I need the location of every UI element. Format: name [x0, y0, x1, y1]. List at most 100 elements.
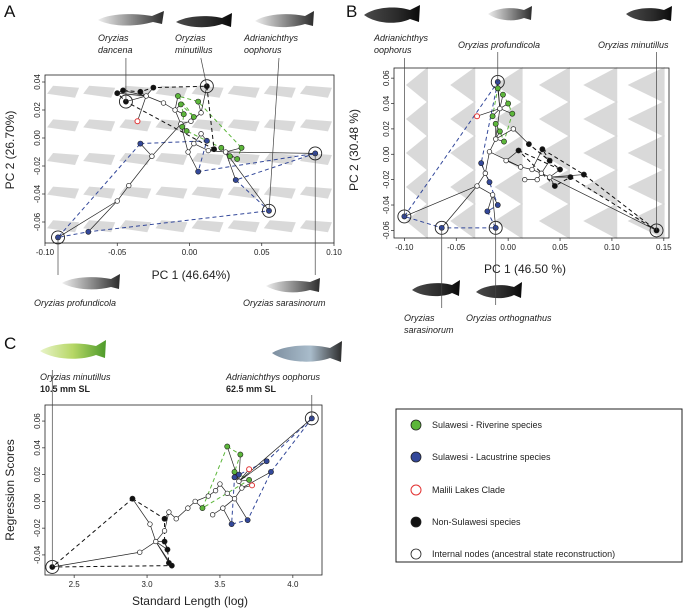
b-internal-node [503, 157, 509, 164]
c-branch [132, 498, 151, 525]
c-lacustrine-point [231, 474, 238, 481]
c-y-tick-label: -0.02 [33, 518, 42, 537]
a-warp-shape [299, 119, 332, 132]
b-riverine-point [509, 110, 516, 117]
a-warp-shape [119, 186, 152, 199]
b-warp-shape [627, 67, 665, 103]
panel-b-fish-photo-1 [364, 5, 420, 23]
c-riverine-point [224, 443, 231, 450]
a-label-leader [268, 57, 280, 211]
panel-b-top-label-1b: oophorus [374, 45, 412, 55]
c-internal-node [192, 498, 198, 505]
legend-box [395, 408, 683, 563]
a-warp-shape [83, 186, 116, 199]
b-warp-shape [583, 169, 618, 205]
b-warp-shape [583, 203, 618, 239]
panel-a-y-axis-title: PC 2 (26.70%) [3, 111, 17, 190]
a-non-point [150, 84, 157, 91]
c-y-tick-label: -0.04 [33, 545, 42, 564]
c-internal-node [224, 490, 230, 496]
b-warp-shape [538, 67, 570, 103]
panel-c-x-axis-title: Standard Length (log) [132, 594, 248, 608]
a-branch [187, 151, 199, 172]
c-y-tick-label: 0.00 [33, 493, 42, 509]
b-group-hull [518, 143, 657, 231]
a-x-tick-label: 0.05 [254, 248, 270, 257]
b-non-point [557, 166, 563, 173]
c-internal-node [236, 478, 242, 484]
b-non-point [539, 146, 546, 153]
a-group-hull [116, 85, 215, 151]
c-internal-node [231, 496, 238, 502]
a-branch [225, 151, 270, 212]
a-warp-shape [119, 153, 152, 165]
b-internal-node [517, 164, 524, 170]
panel-a-fish-photo-5 [266, 278, 320, 293]
panel-b-letter: B [346, 2, 357, 21]
b-internal-node [538, 170, 545, 176]
a-non-point [114, 90, 121, 97]
c-branch [164, 512, 170, 531]
a-warp-shape [47, 153, 80, 165]
b-malili-point [474, 113, 481, 120]
c-lacustrine-point [235, 471, 242, 478]
a-warp-shape [119, 119, 152, 132]
b-internal-node [497, 105, 503, 112]
a-internal-node [191, 140, 197, 147]
b-warp-shape [627, 101, 665, 137]
a-warp-shape [191, 119, 224, 132]
a-lacustrine-point [195, 168, 202, 175]
c-x-tick-label: 2.5 [69, 580, 81, 589]
c-y-tick-label: 0.06 [33, 413, 42, 429]
a-y-tick-label: 0.00 [33, 130, 42, 146]
a-warp-shape [263, 119, 296, 132]
a-warp-shape [263, 85, 296, 98]
a-warp-shape [227, 85, 260, 98]
b-warp-shape [538, 135, 570, 171]
a-highlight-ring [262, 203, 276, 218]
b-branch [513, 128, 530, 145]
b-branch [549, 174, 584, 178]
a-non-point [211, 146, 217, 153]
b-non-point [567, 174, 574, 181]
panel-a-top-label-3a: Adrianichthys [243, 33, 299, 43]
panel-b-top-label-2: Oryzias profundicola [458, 40, 540, 50]
panel-a-top-label-2b: minutillus [175, 45, 213, 55]
a-branch [193, 143, 209, 151]
c-internal-node [137, 549, 143, 555]
c-branch [149, 524, 157, 542]
a-internal-node [114, 198, 120, 204]
legend-lacustrine-label: Sulawesi - Lacustrine species [432, 452, 551, 462]
b-branch [484, 151, 490, 174]
b-warp-shape [405, 67, 428, 103]
b-y-tick-label: 0.04 [382, 95, 391, 111]
c-internal-node [161, 528, 168, 534]
panel-a-top-label-1b: dancena [98, 45, 133, 55]
c-non-point [161, 538, 168, 545]
a-non-point [137, 88, 144, 95]
a-warp-shape [83, 153, 116, 165]
c-riverine-point [199, 505, 206, 511]
panel-c-plot: 2.5 3.0 3.5 4.0 -0.04 -0.02 0.00 0.02 0.04 0.06 [33, 370, 323, 589]
c-y-tick-label: 0.02 [33, 466, 42, 482]
a-internal-node [160, 100, 167, 106]
a-x-tick-label: -0.05 [108, 248, 127, 257]
c-internal-node [239, 485, 245, 491]
legend-internal-nodes-swatch [410, 548, 422, 560]
b-lacustrine-point [494, 202, 501, 208]
c-branch [234, 498, 248, 521]
c-riverine-point [237, 451, 244, 458]
a-internal-node [126, 182, 132, 189]
panel-b-bottom-label-2: Oryzias orthognathus [466, 313, 552, 323]
a-riverine-point [183, 128, 190, 134]
a-x-tick-label: 0.00 [182, 248, 198, 257]
b-warp-shape [494, 169, 523, 205]
panel-a-fish-photo-1 [98, 11, 164, 26]
b-warp-shape [450, 135, 476, 171]
panel-b: B Adrianichthys oophorus Oryzias profund… [346, 2, 672, 335]
b-internal-node [510, 126, 516, 132]
a-branch [116, 185, 130, 202]
a-branch [122, 90, 147, 97]
panel-b-bottom-label-1b: sarasinorum [404, 325, 454, 335]
a-lacustrine-point [232, 177, 239, 183]
